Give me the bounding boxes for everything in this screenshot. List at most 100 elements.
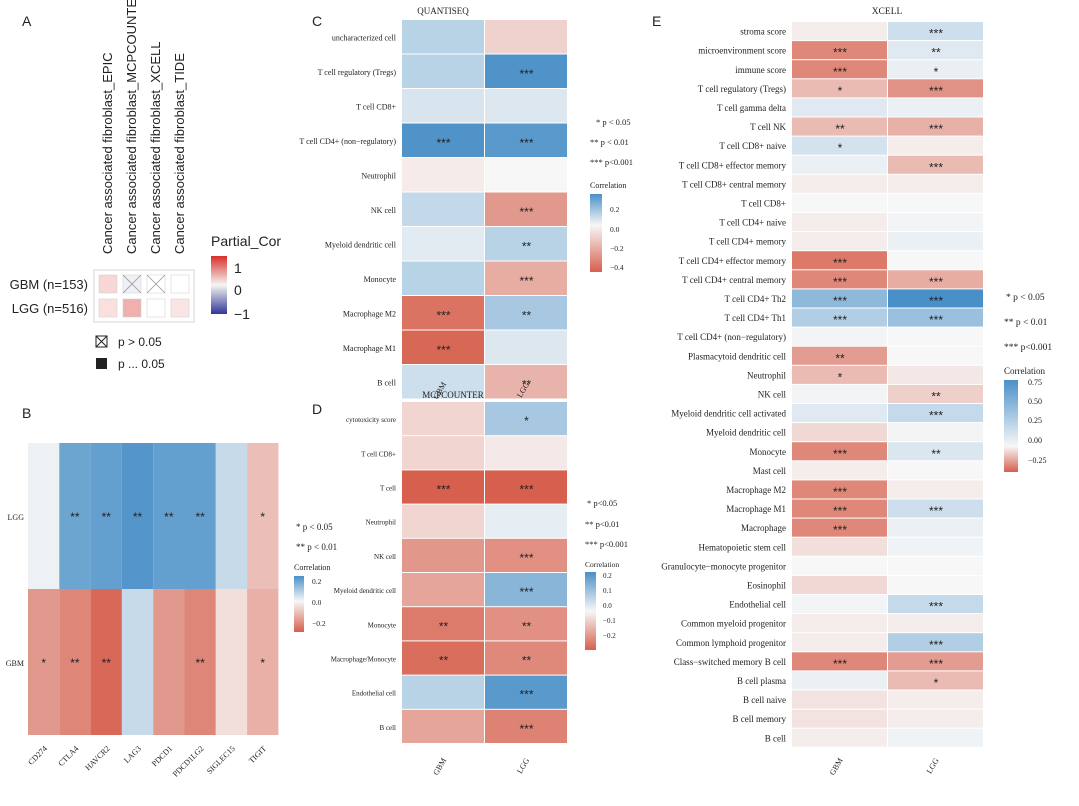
row-label: T cell CD8+ (356, 102, 396, 111)
heatmap-cell (792, 614, 887, 633)
heatmap-cell (792, 136, 887, 155)
heatmap-cell (485, 470, 567, 504)
legend-title: Correlation (1004, 366, 1045, 376)
heatmap-cell (888, 193, 983, 212)
row-label: T cell CD4+ (non−regulatory) (299, 137, 396, 146)
significance-label: *** (929, 600, 943, 614)
heatmap-cell (146, 298, 166, 318)
heatmap-cell (792, 22, 887, 41)
heatmap-cell (402, 296, 484, 330)
row-label: B cell (379, 724, 396, 732)
legend-colorbar (585, 572, 596, 650)
legend-tick: 0.1 (603, 587, 612, 595)
panel-label-b: B (22, 405, 31, 421)
legend-colorbar (211, 256, 227, 314)
heatmap-cell (792, 346, 887, 365)
heatmap-cell (402, 573, 484, 607)
heatmap-cell (888, 117, 983, 136)
heatmap-cell (215, 443, 248, 589)
legend-title: Correlation (585, 560, 619, 569)
heatmap-cell (247, 443, 279, 589)
row-label: stroma score (740, 27, 786, 37)
significance-label: *** (833, 504, 847, 518)
row-label: Macrophage M1 (726, 504, 786, 514)
heatmap-cell (402, 538, 484, 572)
heatmap-cell (792, 365, 887, 384)
significance-label: *** (833, 657, 847, 671)
heatmap-cell (888, 404, 983, 423)
significance-label: *** (929, 313, 943, 327)
cross-mark (146, 274, 166, 294)
panel-label-d: D (312, 401, 322, 417)
heatmap-cell (485, 402, 567, 436)
heatmap-cell (888, 480, 983, 499)
legend-tick: 0.0 (312, 598, 322, 607)
heatmap-cell (485, 20, 567, 54)
significance-label: *** (833, 313, 847, 327)
heatmap-cell (792, 60, 887, 79)
heatmap-cell (888, 614, 983, 633)
heatmap-cell (485, 89, 567, 123)
significance-label: ** (102, 510, 112, 524)
row-label: T cell (380, 485, 396, 493)
column-label: Cancer associated fibroblast_MCPCOUNTER (124, 0, 139, 254)
heatmap-cell (792, 556, 887, 575)
heatmap-cell (792, 423, 887, 442)
row-label: B cell memory (733, 714, 787, 724)
heatmap-cell (888, 22, 983, 41)
heatmap-cell (485, 709, 567, 743)
significance-label: *** (519, 67, 533, 81)
heatmap-cell (485, 192, 567, 226)
row-label: Myeloid dendritic cell (706, 428, 786, 438)
significance-label: *** (519, 722, 533, 736)
heatmap-cell (485, 261, 567, 295)
heatmap-cell (792, 327, 887, 346)
sig-key-label: ** p < 0.01 (296, 542, 337, 552)
significance-label: ** (70, 510, 80, 524)
column-label: GBM (431, 757, 448, 777)
heatmap-cell (90, 589, 122, 735)
heatmap-cell (792, 384, 887, 403)
significance-label: *** (833, 275, 847, 289)
heatmap-cell (888, 690, 983, 709)
row-label: Class−switched memory B cell (674, 657, 787, 667)
heatmap-cell (792, 117, 887, 136)
column-label: Cancer associated fibroblast_EPIC (100, 52, 115, 254)
column-label: LGG (925, 756, 941, 775)
heatmap-cell (888, 308, 983, 327)
row-label: cytotoxicity score (346, 416, 396, 424)
row-label: T cell CD4+ Th1 (725, 313, 787, 323)
column-label: HAVCR2 (83, 744, 111, 772)
row-label: T cell CD4+ naive (719, 218, 786, 228)
row-label: Monocyte (368, 621, 396, 629)
row-label: Monocyte (364, 275, 397, 284)
legend-tick: 0.2 (312, 577, 322, 586)
significance-label: *** (519, 274, 533, 288)
heatmap-cell (402, 54, 484, 88)
row-label: Hematopoietic stem cell (699, 542, 787, 552)
row-label: T cell CD8+ central memory (682, 179, 786, 189)
row-label: Macrophage/Monocyte (331, 656, 396, 664)
heatmap-cell (888, 423, 983, 442)
significance-label: *** (833, 65, 847, 79)
significance-label: *** (436, 343, 450, 357)
heatmap-cell (122, 298, 142, 318)
sig-key-label: *** p<0.001 (590, 157, 633, 167)
significance-label: * (41, 656, 46, 670)
row-label: T cell CD8+ effector memory (679, 160, 787, 170)
column-label: LAG3 (122, 744, 143, 765)
row-label: NK cell (371, 206, 397, 215)
heatmap-cell (792, 461, 887, 480)
heatmap-cell (792, 575, 887, 594)
sig-key-label: ** p < 0.01 (590, 137, 629, 147)
row-label: Endothelial cell (729, 600, 786, 610)
heatmap-cell (792, 480, 887, 499)
heatmap-cell (888, 251, 983, 270)
heatmap-cell (888, 709, 983, 728)
heatmap-cell (888, 633, 983, 652)
heatmap-cell (485, 504, 567, 538)
heatmap-cell (98, 274, 118, 294)
heatmap-cell (402, 20, 484, 54)
heatmap-cell (888, 537, 983, 556)
